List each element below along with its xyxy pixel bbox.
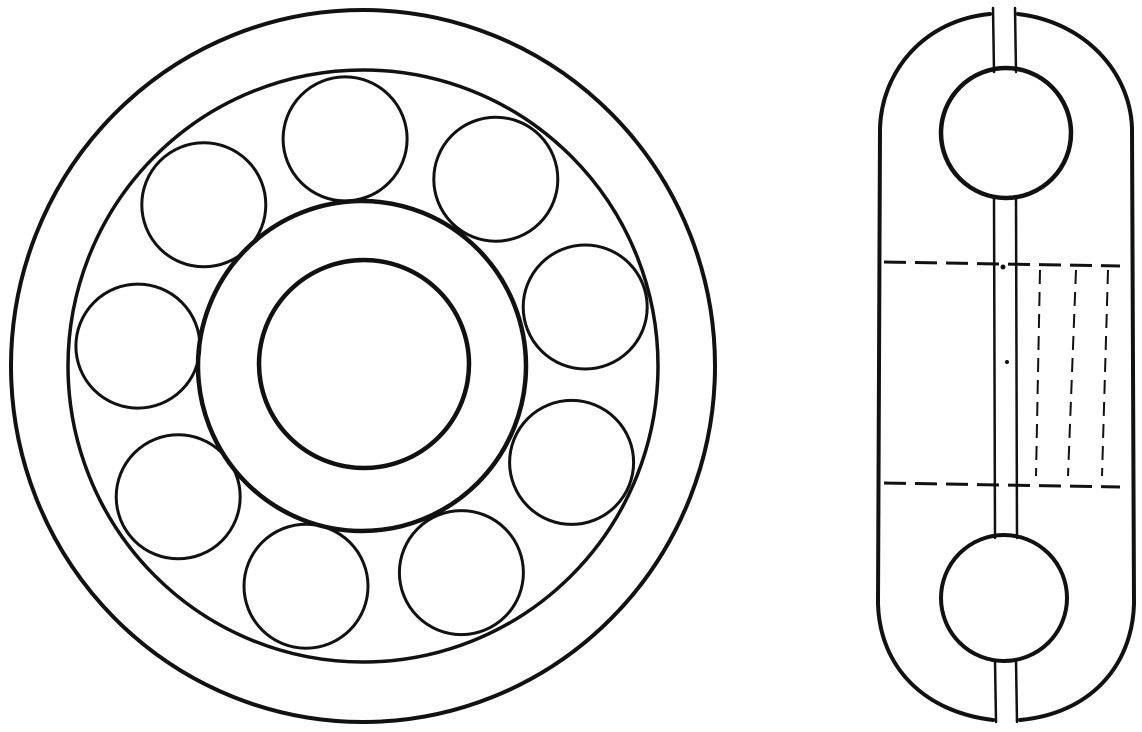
bearing-front-view	[9, 8, 717, 724]
outer-race-outer-edge	[9, 8, 717, 724]
ball-set	[74, 75, 649, 650]
split-line-right-mid	[1014, 196, 1019, 540]
side-ball-top	[938, 65, 1074, 201]
side-outline-right	[1016, 12, 1136, 722]
hatch-line-3	[1101, 269, 1109, 477]
bore-circle	[256, 257, 472, 471]
side-ball-bottom	[939, 533, 1069, 663]
bearing-ball-1	[281, 75, 409, 203]
bearing-ball-9	[140, 141, 268, 269]
hatch-line-2	[1067, 269, 1077, 477]
hidden-edge-bottom	[883, 481, 1121, 489]
bearing-side-view	[876, 6, 1136, 724]
hatch-line-1	[1035, 269, 1041, 477]
outer-race-inner-edge	[66, 68, 660, 664]
ink-speck-2	[1005, 360, 1009, 364]
side-outline-left	[876, 12, 995, 722]
split-line-right-bottom	[1014, 658, 1019, 724]
bearing-ball-2	[432, 115, 560, 243]
bearing-ball-5	[397, 509, 525, 637]
split-line-left-top	[991, 6, 996, 74]
split-line-left-mid	[992, 196, 997, 540]
bearing-ball-8	[74, 282, 202, 410]
split-line-left-bottom	[993, 658, 998, 724]
bearing-ball-6	[242, 522, 370, 650]
inner-race-outer-edge	[195, 198, 529, 534]
bearing-ball-7	[114, 433, 242, 561]
bearing-ball-4	[508, 398, 636, 526]
bearing-ball-3	[521, 243, 649, 371]
ink-speck-1	[1000, 264, 1006, 270]
split-line-right-top	[1013, 6, 1018, 74]
hidden-edge-top	[883, 260, 1121, 268]
